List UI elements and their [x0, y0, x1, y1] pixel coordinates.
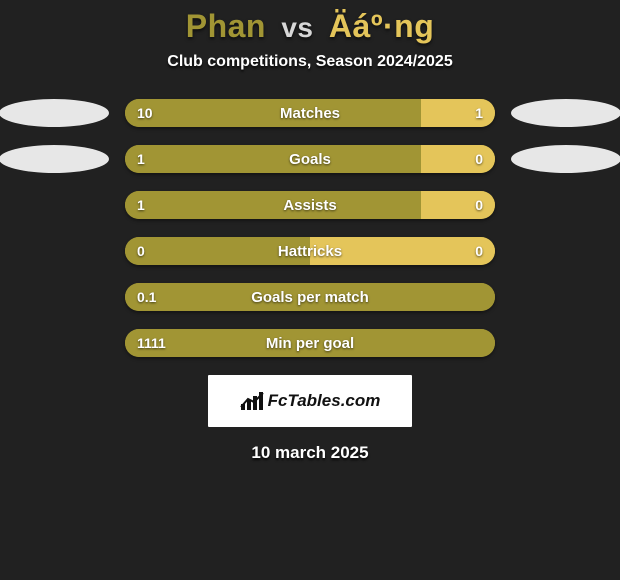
vs-separator: vs: [281, 12, 313, 43]
bubble-spacer: [511, 283, 620, 311]
branding-badge: FcTables.com: [208, 375, 412, 427]
stat-row: 10Assists: [0, 191, 620, 219]
player1-bubble: [0, 99, 109, 127]
stat-label: Assists: [125, 191, 495, 219]
stat-bar: 0.1Goals per match: [125, 283, 495, 311]
comparison-title: Phan vs Äáº·ng: [0, 0, 620, 47]
stat-bar: 101Matches: [125, 99, 495, 127]
stat-label: Matches: [125, 99, 495, 127]
branding-text: FcTables.com: [268, 391, 381, 411]
stat-label: Min per goal: [125, 329, 495, 357]
stats-container: 101Matches 10Goals 10Assists 00Hattricks 0.1…: [0, 99, 620, 357]
bubble-spacer: [0, 237, 109, 265]
stat-row: 10Goals: [0, 145, 620, 173]
stat-row: 00Hattricks: [0, 237, 620, 265]
player2-name: Äáº·ng: [329, 8, 434, 44]
player2-bubble: [511, 145, 620, 173]
bubble-spacer: [511, 237, 620, 265]
stat-label: Hattricks: [125, 237, 495, 265]
stat-label: Goals: [125, 145, 495, 173]
player2-bubble: [511, 99, 620, 127]
stat-bar: 10Assists: [125, 191, 495, 219]
subtitle: Club competitions, Season 2024/2025: [0, 53, 620, 71]
bubble-spacer: [511, 329, 620, 357]
stat-bar: 10Goals: [125, 145, 495, 173]
stat-bar: 1111Min per goal: [125, 329, 495, 357]
player1-bubble: [0, 145, 109, 173]
stat-bar: 00Hattricks: [125, 237, 495, 265]
date-stamp: 10 march 2025: [0, 443, 620, 463]
chart-icon: [240, 392, 264, 410]
stat-label: Goals per match: [125, 283, 495, 311]
bubble-spacer: [511, 191, 620, 219]
bubble-spacer: [0, 329, 109, 357]
bubble-spacer: [0, 283, 109, 311]
bubble-spacer: [0, 191, 109, 219]
player1-name: Phan: [186, 8, 266, 44]
stat-row: 101Matches: [0, 99, 620, 127]
stat-row: 1111Min per goal: [0, 329, 620, 357]
stat-row: 0.1Goals per match: [0, 283, 620, 311]
